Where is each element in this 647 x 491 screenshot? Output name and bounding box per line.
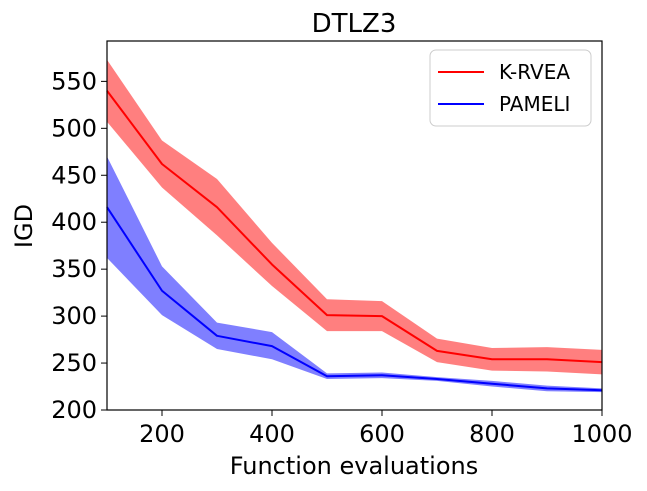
y-tick-label: 550 [51,67,97,95]
pameli-band [107,156,602,393]
pameli-legend-label: PAMELI [499,92,570,116]
confidence-bands [107,59,602,393]
y-tick-label: 400 [51,208,97,236]
x-tick-label: 1000 [571,420,632,448]
y-axis-ticks: 200 250 300 350 400 450 500 550 [51,67,107,424]
x-tick-label: 400 [249,420,295,448]
y-tick-label: 350 [51,255,97,283]
legend-frame [429,49,592,127]
pameli-line [106,206,603,392]
chart-title: DTLZ3 [312,9,397,39]
legend: K-RVEA PAMELI [429,49,592,127]
x-tick-label: 800 [469,420,515,448]
y-tick-label: 450 [51,161,97,189]
k-rvea-legend-label: K-RVEA [499,60,570,84]
y-axis-label: IGD [10,204,38,248]
y-tick-label: 200 [51,396,97,424]
x-axis-ticks: 200 400 600 800 1000 [139,410,633,448]
y-tick-label: 500 [51,114,97,142]
plot-frame [106,40,603,411]
y-tick-label: 250 [51,349,97,377]
series-lines [106,90,603,392]
x-tick-label: 200 [139,420,185,448]
x-tick-label: 600 [359,420,405,448]
y-tick-label: 300 [51,302,97,330]
k-rvea-band [107,59,602,375]
x-axis-label: Function evaluations [230,452,478,480]
k-rvea-line [106,90,603,364]
